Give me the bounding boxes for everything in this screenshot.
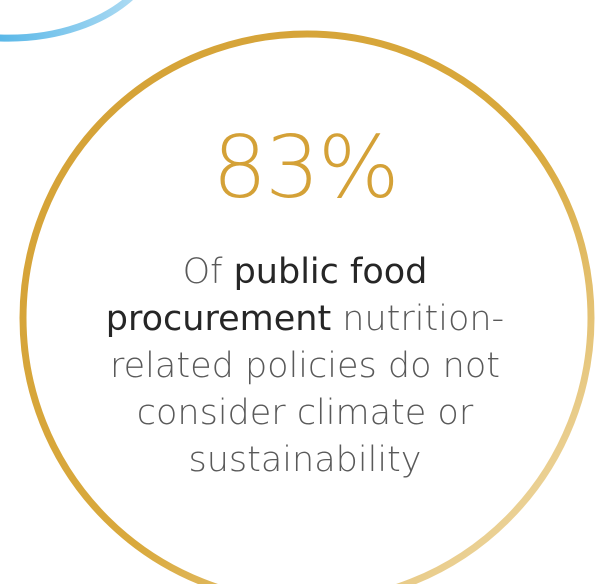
caption-lead: Of (182, 252, 234, 292)
stat-caption: Of public food procurement nutrition-rel… (75, 249, 535, 484)
gold-ring (19, 30, 595, 584)
blue-ring-arc (0, 0, 133, 42)
stat-block: 83% Of public food procurement nutrition… (70, 125, 540, 484)
stat-percentage: 83% (212, 118, 399, 218)
caption-emphasis: public food procurement (105, 252, 428, 339)
caption-rest: nutrition-related policies do not consid… (110, 299, 505, 480)
